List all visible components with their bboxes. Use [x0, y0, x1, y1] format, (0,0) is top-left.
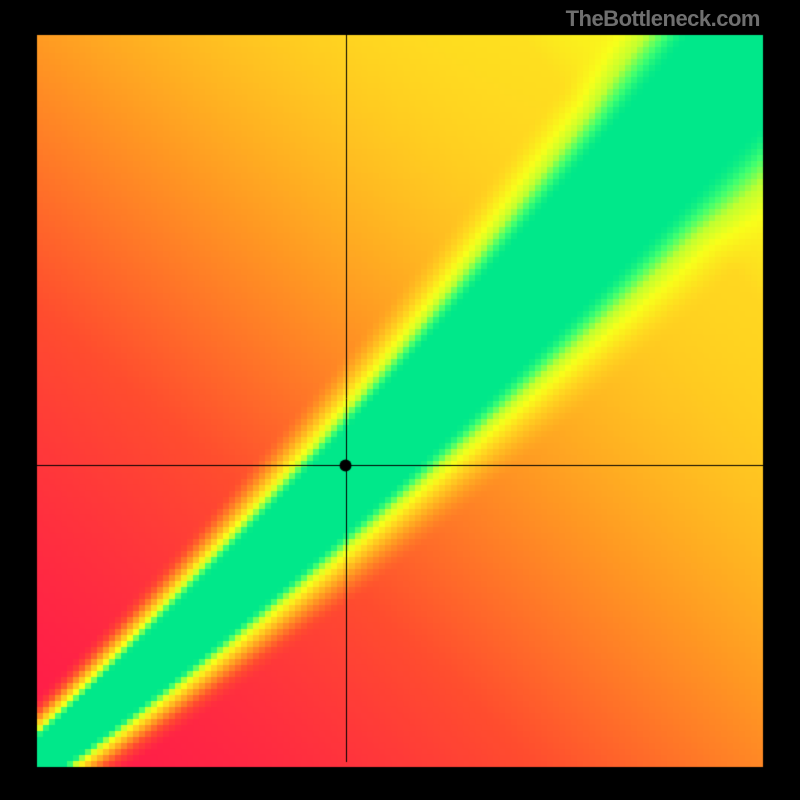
heatmap-canvas — [0, 0, 800, 800]
chart-root: { "watermark": { "text": "TheBottleneck.… — [0, 0, 800, 800]
watermark: TheBottleneck.com — [566, 6, 760, 32]
